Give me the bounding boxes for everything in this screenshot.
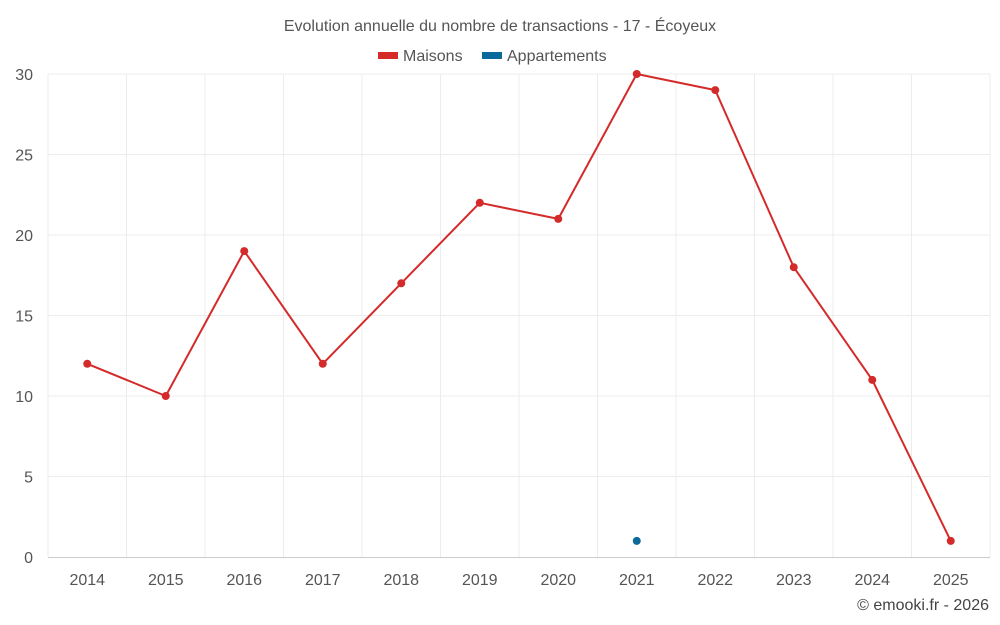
- point-maisons-2015[interactable]: [161, 392, 170, 400]
- legend-label-appartements: Appartements: [507, 48, 607, 65]
- point-maisons-2024[interactable]: [868, 375, 877, 384]
- copyright-credit: © emooki.fr - 2026: [857, 597, 989, 614]
- x-tick-label-2020: 2020: [540, 572, 576, 589]
- series-layer: [83, 70, 955, 545]
- y-tick-label-30: 30: [15, 67, 33, 84]
- point-maisons-2022[interactable]: [711, 86, 720, 95]
- x-tick-label-2015: 2015: [148, 572, 184, 589]
- legend-label-maisons: Maisons: [403, 48, 463, 65]
- point-maisons-2014[interactable]: [83, 359, 92, 368]
- y-tick-label-25: 25: [15, 148, 33, 165]
- point-maisons-2017[interactable]: [318, 359, 327, 368]
- y-tick-label-10: 10: [15, 389, 33, 406]
- point-maisons-2020[interactable]: [554, 214, 563, 223]
- x-tick-labels: 2014 2015 2016 2017 2018 2019 2020 2021 2022 2023…: [69, 572, 968, 589]
- point-maisons-2019[interactable]: [475, 198, 484, 207]
- legend-swatch-maisons: [378, 52, 398, 59]
- legend-item-maisons[interactable]: Maisons: [378, 48, 463, 65]
- x-gridlines: [47, 74, 991, 557]
- x-tick-label-2024: 2024: [854, 572, 890, 589]
- point-appartements-2021[interactable]: [632, 536, 641, 545]
- x-tick-label-2017: 2017: [305, 572, 341, 589]
- y-tick-label-0: 0: [24, 550, 33, 567]
- point-maisons-2025[interactable]: [946, 536, 955, 545]
- legend-item-appartements[interactable]: Appartements: [482, 48, 607, 65]
- legend-swatch-appartements: [482, 52, 502, 59]
- x-tick-label-2025: 2025: [933, 572, 969, 589]
- x-tick-label-2014: 2014: [69, 572, 105, 589]
- y-tick-label-15: 15: [15, 309, 33, 326]
- x-tick-label-2021: 2021: [619, 572, 655, 589]
- x-tick-label-2022: 2022: [697, 572, 733, 589]
- series-line-maisons: [86, 73, 952, 542]
- x-tick-label-2018: 2018: [383, 572, 419, 589]
- point-maisons-2023[interactable]: [789, 263, 798, 272]
- point-maisons-2016[interactable]: [240, 247, 249, 256]
- x-tick-label-2019: 2019: [462, 572, 498, 589]
- x-tick-label-2023: 2023: [776, 572, 812, 589]
- y-tick-labels: 0 5 10 15 20 25 30: [15, 67, 33, 567]
- legend: Maisons Appartements: [378, 48, 607, 65]
- y-tick-label-20: 20: [15, 228, 33, 245]
- y-tick-label-5: 5: [24, 470, 33, 487]
- point-maisons-2018[interactable]: [397, 279, 406, 288]
- point-maisons-2021[interactable]: [632, 70, 641, 78]
- chart-title: Evolution annuelle du nombre de transact…: [284, 16, 716, 35]
- x-tick-label-2016: 2016: [226, 572, 262, 589]
